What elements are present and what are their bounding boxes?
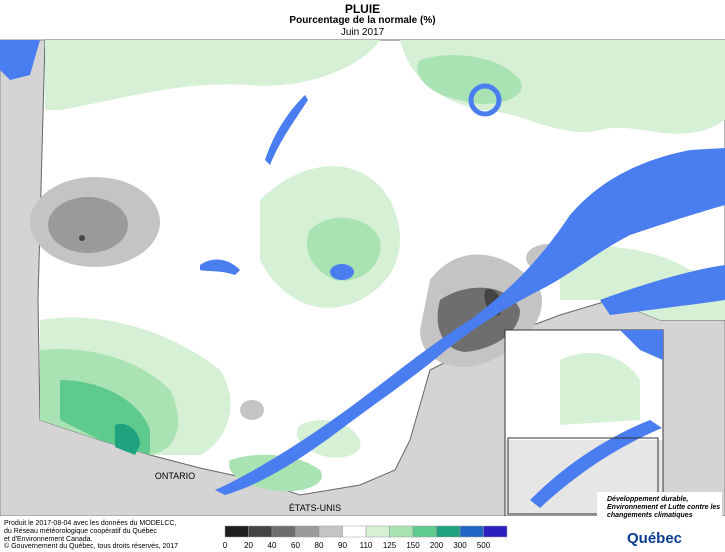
lake [468, 83, 502, 117]
logo-name: Québec [627, 530, 683, 547]
inset-water [620, 330, 663, 360]
legend-label: 80 [315, 541, 324, 550]
legend-label: 60 [291, 541, 300, 550]
legend-swatch [318, 525, 343, 538]
map-title: PLUIE [344, 2, 381, 16]
region-label: ÉTATS-UNIS [289, 503, 341, 513]
legend-swatch [271, 525, 296, 538]
credit-line: et d'Environnement Canada. [4, 536, 93, 543]
legend-swatch [436, 525, 461, 538]
inset-zone [560, 352, 640, 425]
legend-label: 300 [453, 541, 467, 550]
legend-label: 110 [360, 541, 373, 550]
legend: 0 20 40 60 80 90 110 125 150 200 300 500 [223, 525, 508, 550]
legend-label: 40 [268, 541, 277, 550]
credit-line: du Réseau météorologique coopératif du Q… [4, 528, 157, 535]
legend-swatch [483, 525, 508, 538]
legend-swatch [342, 525, 367, 538]
legend-swatch [365, 525, 390, 538]
legend-label: 90 [338, 541, 347, 550]
legend-label: 200 [430, 541, 444, 550]
zone [45, 40, 380, 110]
legend-swatch [412, 525, 437, 538]
credit-line: Produit le 2017-08-04 avec les données d… [4, 520, 177, 527]
logo-ministry: Développement durable, Environnement et … [607, 496, 721, 519]
credits: Produit le 2017-08-04 avec les données d… [4, 520, 176, 544]
legend-label: 150 [406, 541, 420, 550]
legend-swatch [224, 525, 249, 538]
inset-frame [507, 437, 659, 515]
map: ONTARIO ÉTATS-UNIS [0, 39, 725, 516]
legend-swatch [248, 525, 273, 538]
legend-swatch [459, 525, 484, 538]
map-subtitle: Pourcentage de la normale (%) [289, 15, 436, 26]
legend-label: 125 [383, 541, 397, 550]
legend-label: 20 [244, 541, 253, 550]
copyright: © Gouvernement du Québec, tous droits ré… [4, 543, 179, 550]
legend-swatch [295, 525, 320, 538]
river [215, 148, 725, 495]
zone [115, 423, 140, 455]
zone [79, 235, 85, 241]
logo: Développement durable, Environnement et … [597, 492, 722, 550]
legend-label: 0 [223, 541, 228, 550]
lake [265, 95, 308, 165]
region-label: ONTARIO [155, 471, 195, 481]
lake [200, 259, 240, 275]
zone [306, 217, 381, 281]
lake [330, 264, 354, 280]
map-period: Juin 2017 [340, 27, 385, 38]
inset-water [530, 420, 662, 508]
water [0, 40, 40, 80]
zone [240, 400, 264, 420]
legend-label: 500 [477, 541, 491, 550]
legend-swatch [389, 525, 414, 538]
water [600, 265, 725, 315]
zone [48, 197, 128, 253]
